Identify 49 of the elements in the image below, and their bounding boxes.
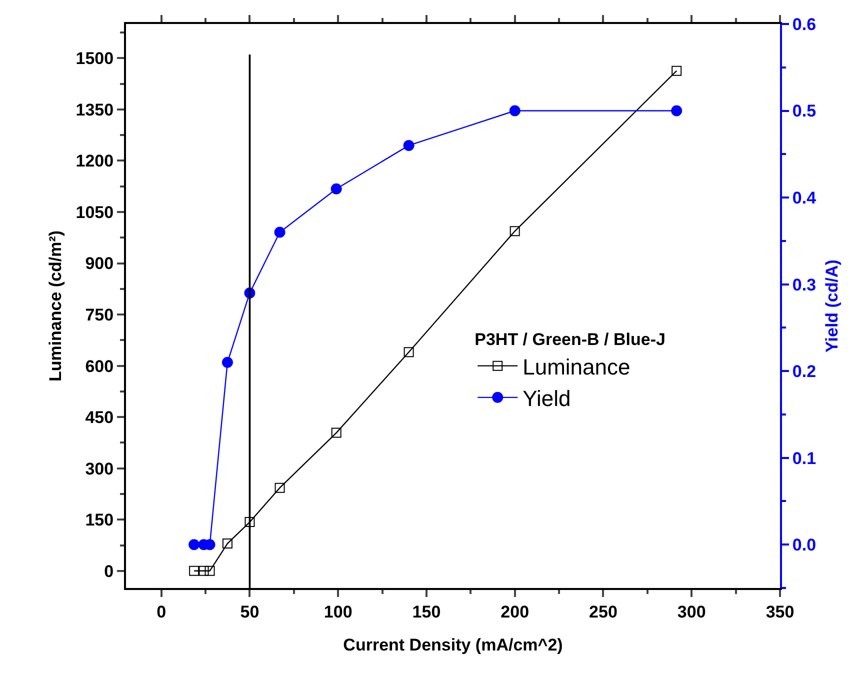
y-tick-label: 0 [104, 562, 114, 581]
x-tick-label: 150 [412, 602, 441, 622]
y2-tick-label: 0.0 [792, 536, 816, 555]
y-tick-label: 750 [85, 306, 114, 324]
legend-label: Yield [522, 386, 571, 411]
point [330, 183, 342, 194]
x-tick-label: 250 [589, 602, 618, 622]
y2-tick-label: 0.3 [792, 275, 816, 294]
point [404, 347, 414, 358]
y2-axis-title: Yield (cd/A) [822, 260, 842, 352]
x-tick-label: 300 [677, 602, 706, 622]
y-tick-label: 150 [85, 510, 114, 530]
y2-tick-label: 0.5 [792, 102, 816, 121]
x-tick-label: 50 [240, 602, 260, 622]
y-tick-label: 1050 [76, 202, 114, 222]
point [222, 356, 233, 368]
legend-title: P3HT / Green-B / Blue-J [474, 330, 666, 350]
point [244, 517, 255, 528]
point [274, 482, 285, 493]
x-tick-label: 0 [156, 602, 166, 622]
point [331, 428, 342, 438]
point [510, 226, 520, 236]
point [403, 140, 414, 151]
point [274, 226, 286, 238]
y2-tick-label: 0.6 [792, 14, 816, 34]
y2-tick-label: 0.4 [792, 188, 817, 208]
y2-tick-label: 0.2 [792, 362, 816, 382]
point [222, 538, 232, 549]
y-axis-title: Luminance (cd/m²) [46, 230, 65, 382]
point [671, 105, 682, 116]
point [188, 539, 200, 550]
x-tick-label: 350 [766, 602, 794, 622]
legend-label: Luminance [522, 354, 630, 380]
y2-tick-label: 0.1 [792, 448, 816, 468]
y-tick-label: 450 [85, 408, 114, 428]
y-tick-label: 1500 [76, 49, 114, 68]
x-tick-label: 200 [500, 602, 530, 622]
x-axis-title: Current Density (mA/cm^2) [343, 635, 563, 654]
point [672, 66, 682, 76]
y-tick-label: 300 [85, 459, 114, 478]
point [198, 566, 209, 576]
y-tick-label: 1350 [76, 100, 114, 120]
point [204, 566, 215, 576]
x-tick-label: 100 [324, 602, 352, 622]
point [189, 566, 200, 576]
point [509, 105, 520, 116]
y-tick-label: 1200 [76, 152, 114, 171]
y-tick-label: 900 [85, 254, 114, 274]
y-tick-label: 600 [85, 356, 114, 376]
